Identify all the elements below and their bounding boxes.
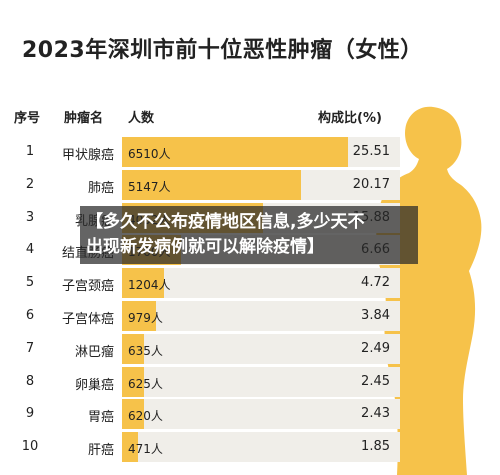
chart-title: 2023年深圳市前十位恶性肿瘤（女性） <box>22 38 423 63</box>
ratio-label: 2.49 <box>361 340 390 356</box>
ratio-label: 2.45 <box>361 373 390 389</box>
count-label: 471人 <box>128 442 163 457</box>
rank-label: 9 <box>25 406 35 422</box>
ratio-label: 20.17 <box>352 176 390 192</box>
ratio-label: 25.51 <box>352 144 390 159</box>
cancer-name-label: 子宫体癌 <box>61 312 114 327</box>
rank-label: 10 <box>21 439 39 455</box>
bar-track <box>122 268 400 299</box>
bar-track <box>122 366 400 397</box>
bar-row: 1 甲状腺癌 6510人 25.51 <box>0 137 500 167</box>
overlay-text: 【多久不公布疫情地区信息,多少天不 出现新发病例就可以解除疫情】 <box>86 210 416 260</box>
bar <box>122 333 145 364</box>
bar-row: 5 子宫颈癌 1204人 4.72 <box>0 268 500 299</box>
cancer-name-label: 卵巢癌 <box>74 377 114 393</box>
bar <box>122 268 164 299</box>
cancer-name-label: 胃癌 <box>87 410 114 426</box>
ratio-label: 4.72 <box>361 275 390 291</box>
bar-track <box>122 432 400 463</box>
bar-row: 8 卵巢癌 625人 2.45 <box>0 366 500 397</box>
overlay-line-1: 【多久不公布疫情地区信息,多少天不 <box>86 212 365 232</box>
ratio-label: 1.85 <box>361 439 390 455</box>
count-label: 620人 <box>128 409 163 424</box>
cancer-name-label: 甲状腺癌 <box>61 148 114 163</box>
rank-label: 8 <box>25 373 35 389</box>
cancer-name-label: 肺癌 <box>87 180 114 196</box>
rank-label: 7 <box>25 340 35 356</box>
count-label: 6510人 <box>128 147 171 161</box>
bar-row: 9 胃癌 620人 2.43 <box>0 399 500 430</box>
count-label: 635人 <box>128 343 163 358</box>
rank-label: 3 <box>25 209 35 225</box>
cancer-name-label: 肝癌 <box>87 443 114 459</box>
bar-track <box>122 301 400 331</box>
bar-row: 7 淋巴瘤 635人 2.49 <box>0 333 500 364</box>
bar <box>122 301 157 331</box>
count-label: 625人 <box>128 376 163 391</box>
cancer-name-label: 子宫颈癌 <box>61 279 114 295</box>
bar <box>122 366 144 397</box>
bar-row: 6 子宫体癌 979人 3.84 <box>0 301 500 331</box>
count-label: 5147人 <box>128 179 171 194</box>
overlay-line-2: 出现新发病例就可以解除疫情】 <box>86 237 324 257</box>
cancer-name-label: 淋巴瘤 <box>74 344 114 360</box>
overlay-banner: 【多久不公布疫情地区信息,多少天不 出现新发病例就可以解除疫情】 <box>80 206 418 264</box>
bar <box>122 399 144 430</box>
ratio-label: 3.84 <box>361 308 390 323</box>
bar-track <box>122 399 400 430</box>
bar <box>122 169 301 200</box>
bar-row: 10 肝癌 471人 1.85 <box>0 432 500 463</box>
count-label: 979人 <box>128 311 163 325</box>
count-label: 1204人 <box>128 278 171 293</box>
header-ratio: 构成比(%) <box>318 111 382 126</box>
bar-track <box>122 333 400 364</box>
ratio-label: 2.43 <box>361 406 390 422</box>
header-name: 肿瘤名 <box>64 111 104 126</box>
header-rank: 序号 <box>14 111 41 126</box>
rank-label: 4 <box>25 242 35 258</box>
bar-row: 2 肺癌 5147人 20.17 <box>0 169 500 200</box>
rank-label: 1 <box>25 144 35 159</box>
bar <box>122 137 349 167</box>
header-count: 人数 <box>128 111 155 126</box>
woman-silhouette-icon <box>376 106 482 475</box>
rank-label: 6 <box>25 308 35 323</box>
bar <box>122 432 139 463</box>
rank-label: 5 <box>25 275 35 291</box>
rank-label: 2 <box>25 176 35 192</box>
